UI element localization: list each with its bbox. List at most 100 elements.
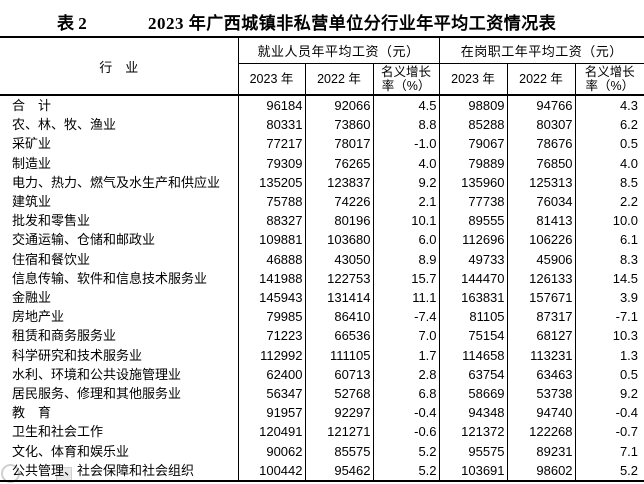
value-cell: 4.0 — [373, 153, 440, 173]
value-cell: 63463 — [507, 364, 576, 385]
value-cell: -0.6 — [373, 422, 440, 442]
value-cell: 145943 — [238, 288, 306, 308]
table-number-label: 表 2 — [57, 14, 87, 33]
table-row: 农、林、牧、渔业 80331 73860 8.8 85288 80307 6.2 — [0, 115, 644, 135]
table-row: 制造业 79309 76265 4.0 79889 76850 4.0 — [0, 153, 644, 173]
value-cell: 125313 — [507, 172, 576, 193]
value-cell: 79067 — [439, 134, 508, 154]
value-cell: 135205 — [238, 172, 306, 193]
value-cell: 112992 — [238, 345, 306, 365]
value-cell: 76034 — [507, 192, 576, 212]
value-cell: 163831 — [439, 288, 508, 308]
value-cell: 81413 — [507, 211, 576, 231]
value-cell: 98602 — [507, 460, 576, 482]
value-cell: 94740 — [507, 403, 576, 423]
industry-cell: 租赁和商务服务业 — [0, 326, 239, 346]
value-cell: 63754 — [439, 364, 508, 385]
value-cell: 60713 — [305, 364, 374, 385]
industry-cell: 信息传输、软件和信息技术服务业 — [0, 268, 239, 289]
value-cell: 85575 — [305, 441, 374, 461]
value-cell: 10.1 — [373, 211, 440, 231]
industry-cell: 卫生和社会工作 — [0, 422, 239, 442]
on-post-staff-group-header: 在岗职工年平均工资（元） — [439, 37, 644, 64]
value-cell: 43050 — [305, 249, 374, 269]
industry-cell: 交通运输、仓储和邮政业 — [0, 230, 239, 250]
table-row: 金融业 145943 131414 11.1 163831 157671 3.9 — [0, 288, 644, 308]
group-header-row: 行 业 就业人员年平均工资（元） 在岗职工年平均工资（元） — [0, 37, 644, 96]
value-cell: 89555 — [439, 211, 508, 231]
value-cell: 121372 — [439, 422, 508, 442]
value-cell: 2.1 — [373, 192, 440, 212]
value-cell: 103680 — [305, 230, 374, 250]
value-cell: 95462 — [305, 460, 374, 482]
industry-cell: 金融业 — [0, 288, 239, 308]
value-cell: 2.8 — [373, 364, 440, 385]
industry-cell: 农、林、牧、渔业 — [0, 115, 239, 135]
value-cell: 114658 — [439, 345, 508, 365]
value-cell: 45906 — [507, 249, 576, 269]
industry-cell: 批发和零售业 — [0, 211, 239, 231]
subheader-2023-employed: 2023 年 — [238, 63, 306, 96]
value-cell: 76850 — [507, 153, 576, 173]
value-cell: 1.3 — [619, 347, 639, 363]
subheader-growth-onpost: 名义增长 率（%） — [575, 63, 644, 96]
table-row: 电力、热力、燃气及水生产和供应业 135205 123837 9.2 13596… — [0, 172, 644, 193]
value-cell: -1.0 — [373, 134, 440, 154]
industry-cell: 文化、体育和娱乐业 — [0, 441, 239, 461]
value-cell: 3.9 — [619, 290, 639, 306]
value-cell: 8.8 — [373, 115, 440, 135]
value-cell: 157671 — [507, 288, 576, 308]
industry-cell: 居民服务、修理和其他服务业 — [0, 384, 239, 404]
value-cell: 8.9 — [373, 249, 440, 269]
value-cell: 122753 — [305, 268, 374, 289]
value-cell: 52768 — [305, 384, 374, 404]
wage-table: 行 业 就业人员年平均工资（元） 在岗职工年平均工资（元） 2023 年 202… — [0, 36, 644, 483]
value-cell: -7.1 — [615, 309, 639, 325]
value-cell: 62400 — [238, 364, 306, 385]
value-cell: -0.4 — [373, 403, 440, 423]
value-cell: 6.8 — [373, 384, 440, 404]
table-row: 房地产业 79985 86410 -7.4 81105 87317 -7.1 — [0, 307, 644, 327]
value-cell: 76265 — [305, 153, 374, 173]
value-cell: 88327 — [238, 211, 306, 231]
value-cell: 0.5 — [619, 136, 639, 152]
value-cell: 75154 — [439, 326, 508, 346]
value-cell: 103691 — [439, 460, 508, 482]
value-cell: 78017 — [305, 134, 374, 154]
industry-cell: 建筑业 — [0, 192, 239, 212]
value-cell: 56347 — [238, 384, 306, 404]
value-cell: 74226 — [305, 192, 374, 212]
value-cell: 2.2 — [619, 194, 639, 210]
value-cell: 113231 — [507, 345, 576, 365]
value-cell: 90062 — [238, 441, 306, 461]
value-cell: 106226 — [507, 230, 576, 250]
value-cell: 112696 — [439, 230, 508, 250]
value-cell: 6.0 — [373, 230, 440, 250]
table-row: 建筑业 75788 74226 2.1 77738 76034 2.2 — [0, 192, 644, 212]
subheader-2022-onpost: 2022 年 — [507, 63, 576, 96]
value-cell: 5.2 — [373, 441, 440, 461]
industry-cell: 制造业 — [0, 153, 239, 173]
table-row: 合 计 96184 92066 4.5 98809 94766 4.3 — [0, 95, 644, 116]
table-row: 租赁和商务服务业 71223 66536 7.0 75154 68127 10.… — [0, 326, 644, 346]
value-cell: 131414 — [305, 288, 374, 308]
value-cell: 122268 — [507, 422, 576, 442]
value-cell: 85288 — [439, 115, 508, 135]
table-row: 文化、体育和娱乐业 90062 85575 5.2 95575 89231 7.… — [0, 441, 644, 461]
table-row: 卫生和社会工作 120491 121271 -0.6 121372 122268… — [0, 422, 644, 442]
table-row: 公共管理、社会保障和社会组织 100442 95462 5.2 103691 9… — [0, 460, 644, 482]
subheader-2023-onpost: 2023 年 — [439, 63, 508, 96]
value-cell: 87317 — [507, 307, 576, 327]
value-cell: 120491 — [238, 422, 306, 442]
value-cell: 79985 — [238, 307, 306, 327]
value-cell: 78676 — [507, 134, 576, 154]
value-cell: 66536 — [305, 326, 374, 346]
value-cell: 5.2 — [619, 462, 639, 478]
table-row: 住宿和餐饮业 46888 43050 8.9 49733 45906 8.3 — [0, 249, 644, 269]
value-cell: 10.0 — [612, 213, 639, 229]
value-cell: 95575 — [439, 441, 508, 461]
table-body: 合 计 96184 92066 4.5 98809 94766 4.3 农、林、… — [0, 95, 644, 482]
value-cell: 77738 — [439, 192, 508, 212]
value-cell: 79889 — [439, 153, 508, 173]
